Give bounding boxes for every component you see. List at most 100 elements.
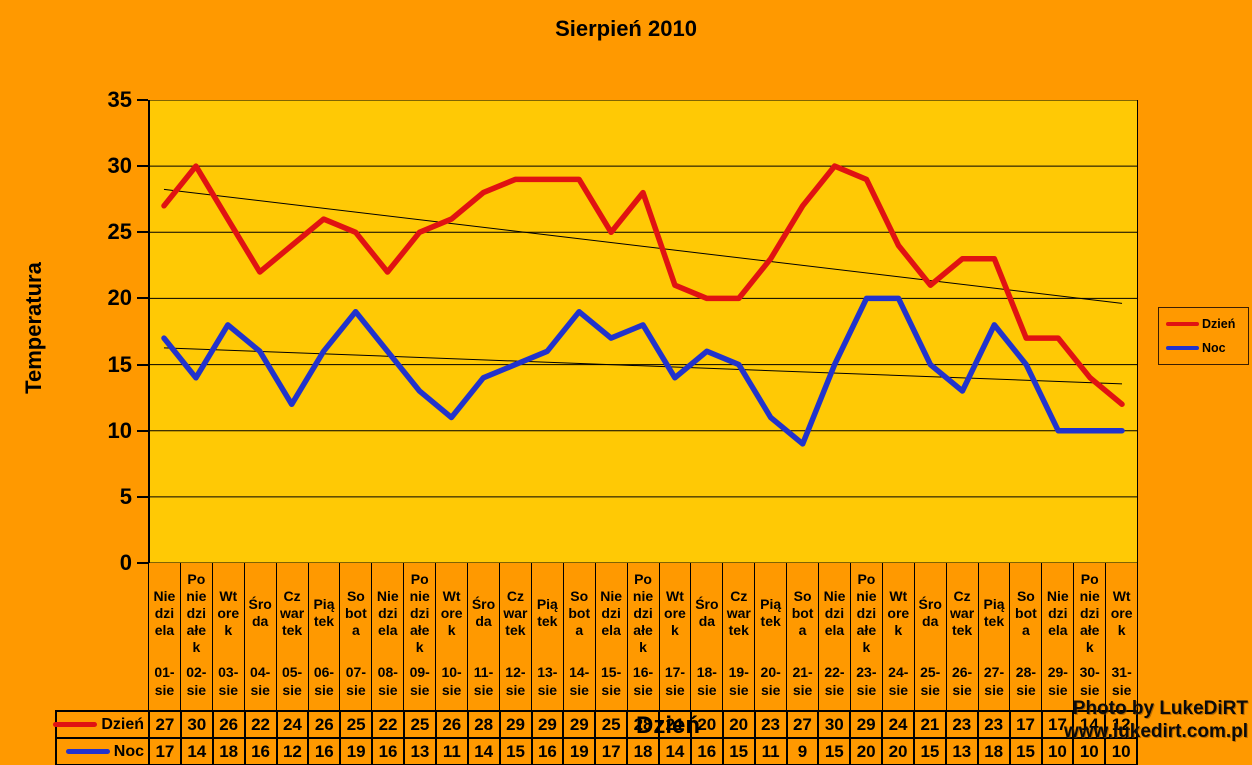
x-date-label: 03- sie bbox=[218, 664, 239, 698]
table-cell: 27 bbox=[150, 712, 182, 737]
dzien-line-sample-icon bbox=[1166, 322, 1199, 327]
table-cell: 9 bbox=[788, 739, 820, 764]
x-date-label: 26- sie bbox=[951, 664, 973, 698]
x-label-cell: Po nie dzi ałe k 09- sie bbox=[404, 563, 437, 710]
x-weekday-label: Wt ore k bbox=[440, 587, 463, 638]
x-date-label: 16- sie bbox=[632, 664, 654, 698]
x-label-cell: Pią tek 06- sie bbox=[309, 563, 341, 710]
series-line-Noc bbox=[161, 295, 1125, 447]
x-label-cell: Nie dzi ela 01- sie bbox=[149, 563, 181, 710]
table-cell: 14 bbox=[469, 739, 501, 764]
table-cell: 13 bbox=[947, 739, 979, 764]
table-cell: 15 bbox=[819, 739, 852, 764]
x-date-label: 20- sie bbox=[760, 664, 781, 698]
table-cell: 10 bbox=[1043, 739, 1075, 764]
legend-label-noc: Noc bbox=[1202, 340, 1226, 355]
chart-title: Sierpień 2010 bbox=[555, 16, 697, 41]
table-cell: 25 bbox=[405, 712, 437, 737]
legend-item-dzien: Dzień bbox=[1166, 317, 1248, 331]
table-cell: 23 bbox=[756, 712, 788, 737]
watermark-line1: Photo by LukeDiRT bbox=[1072, 698, 1248, 719]
x-date-label: 18- sie bbox=[696, 664, 717, 698]
x-date-label: 05- sie bbox=[281, 664, 303, 698]
data-table: Dzień 27 30 26 22 24 26 25 22 25 26 28 29 29 29 25 28 21 2… bbox=[53, 710, 1139, 765]
x-label-cell: Po nie dzi ałe k 23- sie bbox=[851, 563, 883, 710]
x-label-cell: Po nie dzi ałe k 16- sie bbox=[628, 563, 660, 710]
table-cell: 15 bbox=[724, 739, 756, 764]
x-weekday-label: Śro da bbox=[918, 596, 942, 629]
noc-line-sample-icon bbox=[1166, 345, 1199, 350]
x-weekday-label: Nie dzi ela bbox=[600, 587, 623, 638]
table-cell: 17 bbox=[1043, 712, 1075, 737]
x-weekday-label: Wt ore k bbox=[887, 587, 910, 638]
x-date-label: 02- sie bbox=[186, 664, 207, 698]
x-weekday-label: Wt ore k bbox=[664, 587, 686, 638]
x-weekday-label: Po nie dzi ałe k bbox=[856, 570, 877, 655]
x-date-label: 29- sie bbox=[1047, 664, 1068, 698]
y-tick-label: 5 bbox=[119, 483, 132, 509]
x-date-label: 12- sie bbox=[505, 664, 526, 698]
table-cell: 15 bbox=[501, 739, 533, 764]
table-cell: 22 bbox=[373, 712, 405, 737]
table-cell: 24 bbox=[278, 712, 310, 737]
table-cell: 11 bbox=[756, 739, 788, 764]
table-cell: 22 bbox=[246, 712, 278, 737]
x-label-cell: Nie dzi ela 08- sie bbox=[372, 563, 405, 710]
table-cell: 29 bbox=[851, 712, 884, 737]
x-label-cell: So bot a 07- sie bbox=[340, 563, 373, 710]
x-label-cell: Nie dzi ela 29- sie bbox=[1042, 563, 1075, 710]
table-cell: 27 bbox=[788, 712, 820, 737]
x-label-cell: So bot a 14- sie bbox=[564, 563, 596, 710]
table-cell: 21 bbox=[915, 712, 947, 737]
x-weekday-label: Śro da bbox=[695, 596, 719, 629]
x-date-label: 23- sie bbox=[856, 664, 877, 698]
table-cell: 18 bbox=[214, 739, 246, 764]
table-cell: 17 bbox=[1011, 712, 1043, 737]
table-cell: 25 bbox=[596, 712, 629, 737]
x-label-cell: Śro da 18- sie bbox=[691, 563, 724, 710]
x-label-cell: Cz war tek 05- sie bbox=[277, 563, 309, 710]
table-cell: 30 bbox=[819, 712, 852, 737]
table-cell: 10 bbox=[1106, 739, 1139, 764]
x-date-label: 25- sie bbox=[920, 664, 941, 698]
x-weekday-label: So bot a bbox=[568, 587, 591, 638]
table-cell: 19 bbox=[341, 739, 374, 764]
x-weekday-label: Cz war tek bbox=[280, 587, 305, 638]
table-cell: 17 bbox=[596, 739, 629, 764]
y-tick-mark bbox=[137, 297, 148, 300]
table-cell: 19 bbox=[564, 739, 597, 764]
table-cell: 29 bbox=[501, 712, 533, 737]
table-cell: 21 bbox=[660, 712, 692, 737]
series-line-Dzień bbox=[161, 163, 1125, 408]
table-cell: 20 bbox=[724, 712, 756, 737]
y-tick-label: 25 bbox=[107, 219, 132, 245]
table-row-header: Dzień bbox=[53, 712, 150, 737]
x-date-label: 21- sie bbox=[792, 664, 813, 698]
legend: Dzień Noc bbox=[1158, 307, 1249, 365]
x-label-cell: Wt ore k 24- sie bbox=[883, 563, 915, 710]
table-cell: 12 bbox=[278, 739, 310, 764]
x-label-cell: Wt ore k 31- sie bbox=[1106, 563, 1139, 710]
table-cell: 20 bbox=[692, 712, 724, 737]
x-weekday-label: Nie dzi ela bbox=[153, 587, 176, 638]
table-row-label: Dzień bbox=[101, 715, 144, 733]
plot-svg bbox=[148, 100, 1138, 563]
table-cell: 16 bbox=[373, 739, 405, 764]
x-weekday-label: Nie dzi ela bbox=[823, 587, 846, 638]
y-tick-label: 0 bbox=[119, 550, 132, 575]
x-weekday-label: Nie dzi ela bbox=[376, 587, 399, 638]
x-label-cell: So bot a 21- sie bbox=[787, 563, 820, 710]
table-cell: 26 bbox=[309, 712, 342, 737]
table-cell: 26 bbox=[214, 712, 246, 737]
y-tick-label: 15 bbox=[107, 351, 132, 377]
table-cell: 20 bbox=[851, 739, 884, 764]
y-tick-mark bbox=[137, 165, 148, 168]
table-cell: 28 bbox=[469, 712, 501, 737]
x-label-cell: Po nie dzi ałe k 30- sie bbox=[1074, 563, 1107, 710]
table-cell: 28 bbox=[628, 712, 660, 737]
table-cell: 16 bbox=[309, 739, 342, 764]
y-axis-title: Temperatura bbox=[21, 262, 46, 394]
x-weekday-label: So bot a bbox=[791, 587, 814, 638]
x-date-label: 24- sie bbox=[888, 664, 909, 698]
plot-area bbox=[148, 100, 1138, 563]
